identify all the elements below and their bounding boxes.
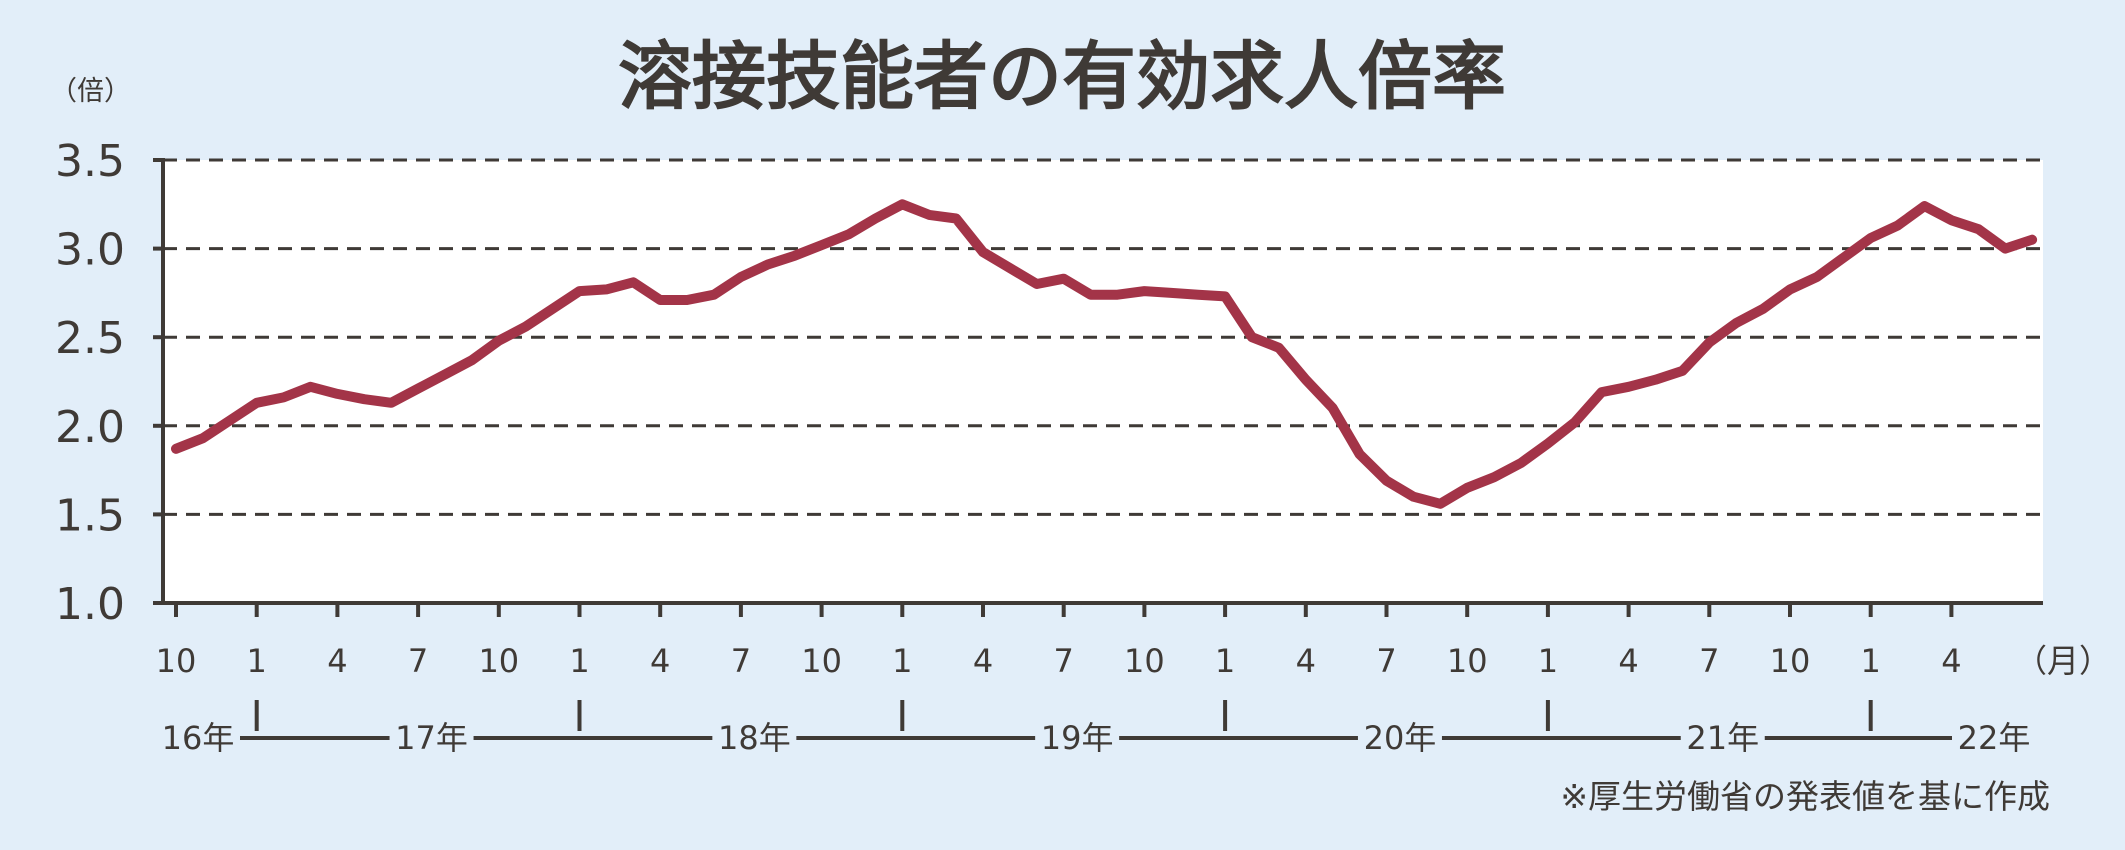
x-tick-label: 4 [1618, 642, 1638, 680]
x-axis-unit: （月） [2015, 642, 2111, 680]
x-axis-ticks: 10 1 4 7 10 1 4 7 10 1 4 7 10 1 4 7 10 1 4 7 10 1 4 [156, 603, 1962, 680]
y-tick-label: 3.0 [55, 225, 125, 276]
x-tick-label: 1 [1215, 642, 1235, 680]
x-tick-label: 4 [327, 642, 347, 680]
x-tick-label: 4 [973, 642, 993, 680]
x-tick-label: 7 [408, 642, 428, 680]
x-tick-label: 1 [1861, 642, 1881, 680]
year-axis: 16年 17年 18年 19年 20年 21年 22年 [162, 700, 2031, 757]
x-tick-label: 4 [650, 642, 670, 680]
x-tick-label: 1 [569, 642, 589, 680]
x-tick-label: 7 [1054, 642, 1074, 680]
x-tick-label: 10 [1770, 642, 1811, 680]
y-tick-label: 1.5 [55, 490, 125, 541]
year-label: 22年 [1958, 719, 2031, 757]
x-tick-label: 4 [1296, 642, 1316, 680]
x-tick-label: 7 [731, 642, 751, 680]
plot-area-background [163, 160, 2043, 603]
x-tick-label: 7 [1376, 642, 1396, 680]
x-tick-label: 7 [1699, 642, 1719, 680]
year-label: 16年 [162, 719, 235, 757]
y-axis-ticks: 1.0 1.5 2.0 2.5 3.0 3.5 [55, 136, 163, 630]
gridlines [163, 158, 2043, 516]
source-note: ※厚生労働省の発表値を基に作成 [1560, 777, 2050, 816]
x-tick-label: 10 [801, 642, 842, 680]
x-tick-label: 1 [1538, 642, 1558, 680]
x-tick-label: 10 [1447, 642, 1488, 680]
chart-title: 溶接技能者の有効求人倍率 [618, 34, 1506, 120]
year-label: 18年 [718, 719, 791, 757]
series-line [171, 199, 2038, 509]
axes [161, 158, 2043, 605]
year-label: 20年 [1364, 719, 1437, 757]
x-tick-label: 10 [156, 642, 197, 680]
y-tick-label: 1.0 [55, 579, 125, 630]
x-tick-label: 1 [247, 642, 267, 680]
x-tick-label: 4 [1941, 642, 1961, 680]
x-tick-label: 1 [892, 642, 912, 680]
y-tick-label: 2.0 [55, 402, 125, 453]
y-tick-label: 3.5 [55, 136, 125, 187]
x-tick-label: 10 [478, 642, 519, 680]
y-axis-unit: （倍） [50, 76, 131, 107]
year-label: 21年 [1686, 719, 1759, 757]
year-label: 17年 [395, 719, 468, 757]
series-layer [171, 199, 2038, 509]
y-tick-label: 2.5 [55, 313, 125, 364]
year-label: 19年 [1041, 719, 1114, 757]
x-tick-label: 10 [1124, 642, 1165, 680]
